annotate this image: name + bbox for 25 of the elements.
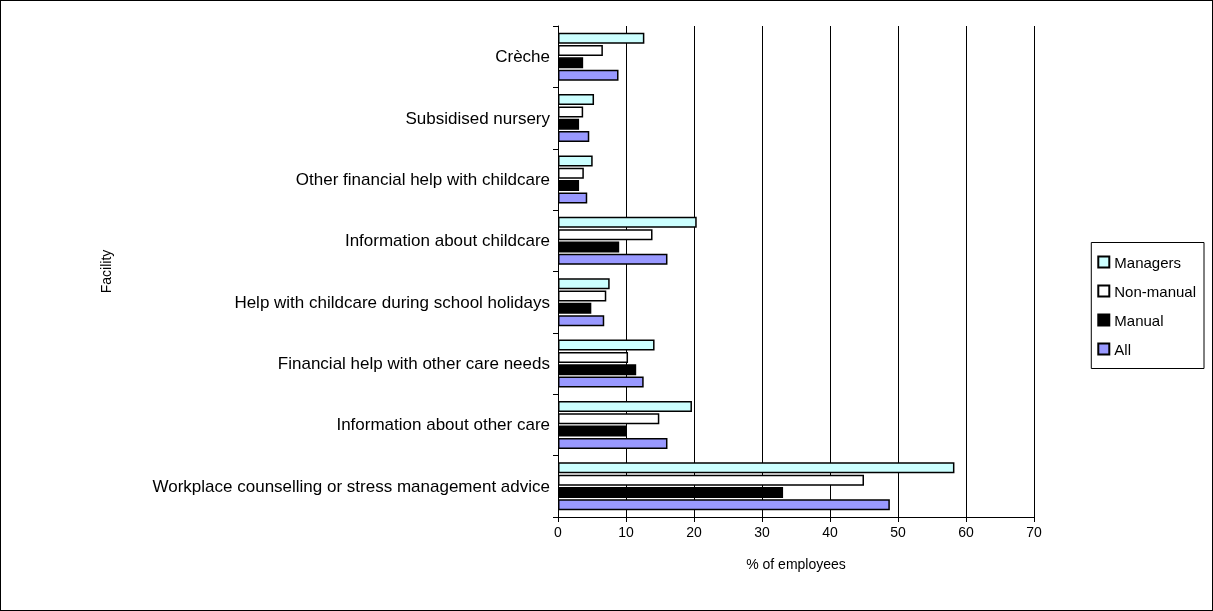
x-tick-label: 40 (822, 524, 838, 540)
x-tick-label: 50 (890, 524, 906, 540)
legend-label: Non-manual (1114, 282, 1197, 300)
bar (558, 155, 593, 167)
x-tick-label: 10 (618, 524, 634, 540)
y-tick-label: Help with childcare during school holidays (234, 292, 550, 312)
bar (558, 278, 610, 290)
y-tick-label: Financial help with other care needs (277, 354, 550, 374)
legend-label: All (1114, 340, 1131, 358)
bar (558, 69, 619, 81)
x-tick-label: 60 (958, 524, 974, 540)
x-tick-label: 0 (554, 524, 563, 540)
legend-label: Managers (1114, 253, 1181, 271)
x-axis-title: % of employees (746, 556, 846, 572)
x-tick-label: 30 (754, 524, 770, 540)
y-tick-label: Workplace counselling or stress management advice (152, 476, 550, 496)
y-tick-label: Information about other care (336, 415, 550, 435)
y-tick-label: Other financial help with childcare (295, 169, 550, 189)
y-tick-label: Subsidised nursery (405, 108, 551, 128)
y-tick-label: Information about childcare (344, 231, 550, 251)
x-tick-label: 70 (1026, 524, 1042, 540)
legend-label: Manual (1114, 311, 1164, 329)
y-axis-title: Facility (98, 249, 114, 294)
y-tick-label: Crèche (495, 47, 550, 67)
x-tick-label: 20 (686, 524, 702, 540)
